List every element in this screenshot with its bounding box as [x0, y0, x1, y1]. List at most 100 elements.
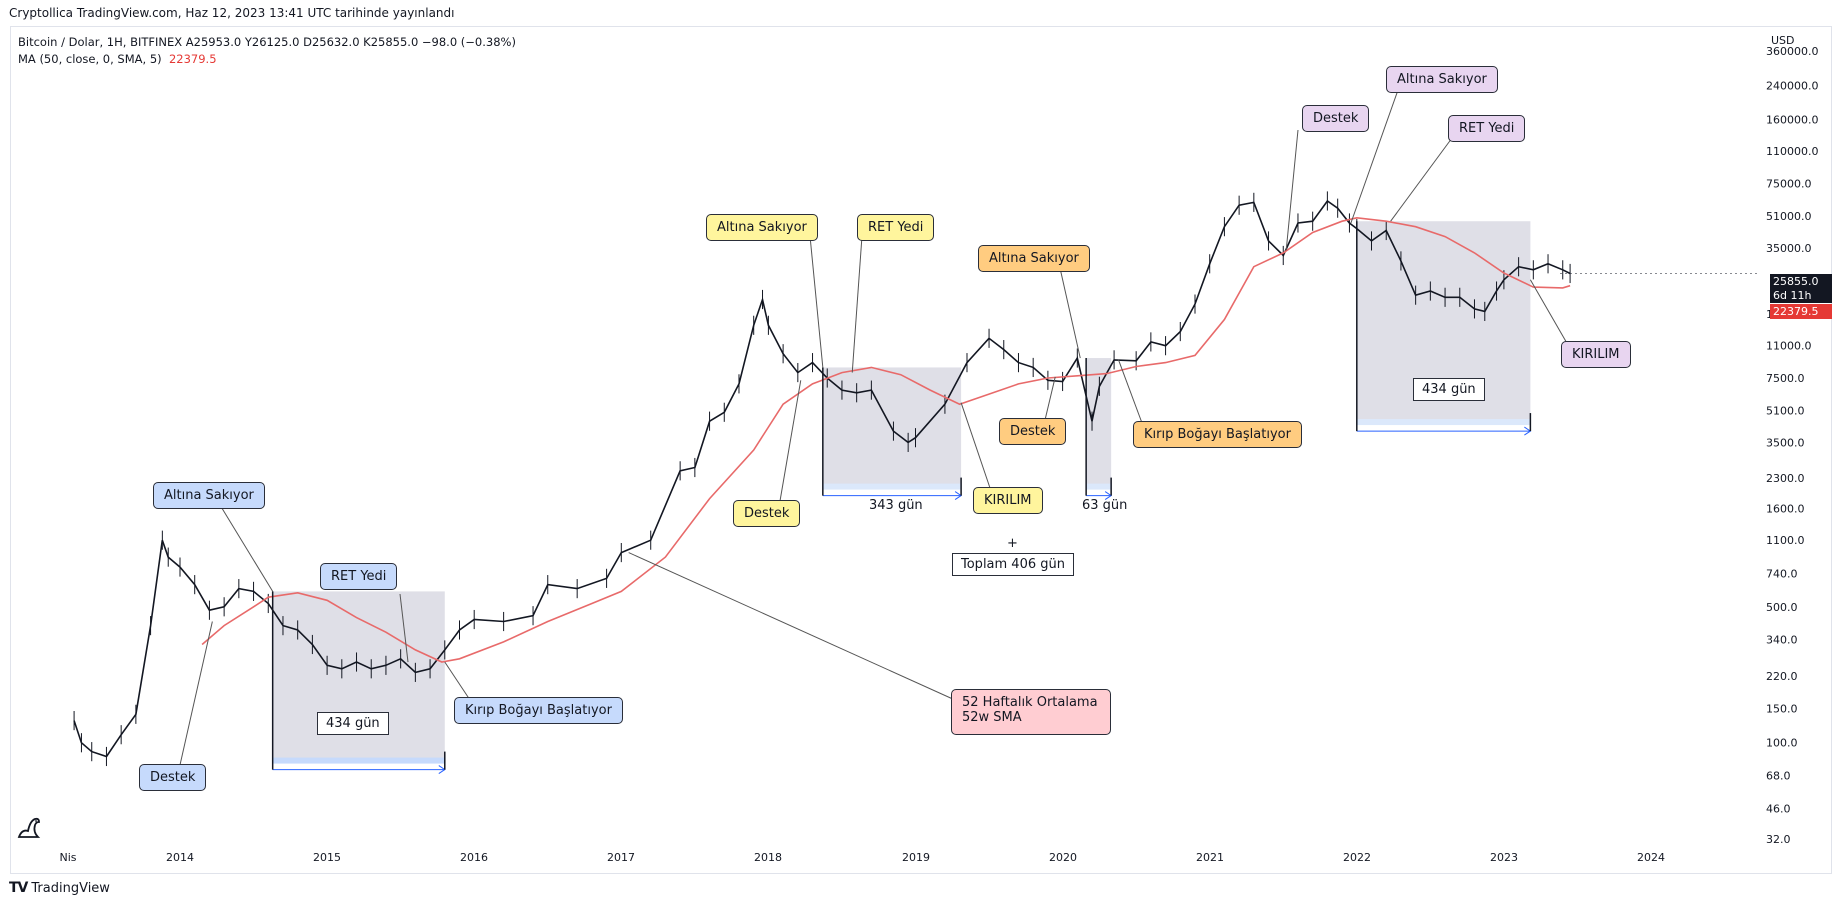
p2-days-label: 343 gün	[869, 498, 923, 513]
p2-ret-callout[interactable]: RET Yedi	[857, 214, 935, 241]
callout-pointer	[960, 402, 991, 489]
bear-zone-underline	[822, 483, 962, 490]
callout-pointer	[809, 235, 824, 368]
measure-arrow	[438, 765, 446, 775]
p1-days-label: 434 gün	[317, 712, 389, 735]
tradingview-brand: TradingView	[31, 880, 110, 896]
bear-zone-underline	[1356, 419, 1531, 426]
plus-sign: +	[1007, 536, 1018, 551]
p2-support-callout[interactable]: Destek	[733, 500, 801, 527]
chart-legend: Bitcoin / Dolar, 1H, BITFINEX A25953.0 Y…	[18, 34, 516, 68]
callout-pointer	[399, 593, 409, 663]
x-tick-label: 2022	[1343, 851, 1371, 864]
p2-top-callout[interactable]: Altına Sakıyor	[706, 214, 818, 241]
y-tick-label: 150.0	[1766, 702, 1798, 715]
total-days-label: Toplam 406 gün	[952, 553, 1074, 576]
currency-label: USD	[1771, 34, 1795, 47]
y-tick-label: 51000.0	[1766, 210, 1812, 223]
y-tick-label: 46.0	[1766, 802, 1791, 815]
y-tick-label: 35000.0	[1766, 242, 1812, 255]
callout-pointer	[179, 621, 213, 766]
tv-dino-icon[interactable]	[16, 815, 42, 841]
sma-callout[interactable]: 52 Haftalık Ortalama 52w SMA	[951, 689, 1111, 735]
p4-days-label: 434 gün	[1413, 378, 1485, 401]
ma-legend: MA (50, close, 0, SMA, 5) 22379.5	[18, 51, 516, 68]
sma-callout-line1: 52 Haftalık Ortalama	[962, 695, 1098, 710]
publish-info: Cryptollica TradingView.com, Haz 12, 202…	[9, 6, 455, 20]
y-tick-label: 500.0	[1766, 601, 1798, 614]
y-tick-label: 1100.0	[1766, 534, 1805, 547]
p3-support-callout[interactable]: Destek	[999, 418, 1067, 445]
callout-pointer	[851, 235, 863, 373]
y-tick-label: 110000.0	[1766, 145, 1819, 158]
y-tick-label: 160000.0	[1766, 114, 1819, 127]
p1-support-callout[interactable]: Destek	[139, 764, 207, 791]
y-tick-label: 2300.0	[1766, 472, 1805, 485]
p3-days-label: 63 gün	[1082, 498, 1128, 513]
measure-arrow	[954, 491, 963, 501]
price-line	[73, 199, 1571, 758]
tradingview-logo-icon: TV	[9, 880, 28, 896]
y-tick-label: 32.0	[1766, 833, 1791, 846]
y-tick-label: 3500.0	[1766, 436, 1805, 449]
ma-legend-value: 22379.5	[168, 52, 217, 66]
footer-brand[interactable]: TV TradingView	[9, 880, 110, 896]
x-tick-label: 2014	[166, 851, 194, 864]
y-tick-label: 75000.0	[1766, 178, 1812, 191]
y-tick-label: 100.0	[1766, 737, 1798, 750]
p1-ret-callout[interactable]: RET Yedi	[320, 563, 398, 590]
p4-support-callout[interactable]: Destek	[1302, 105, 1370, 132]
y-tick-label: 68.0	[1766, 769, 1791, 782]
x-tick-label: 2016	[460, 851, 488, 864]
countdown-tag: 6d 11h	[1770, 288, 1832, 303]
p1-top-callout[interactable]: Altına Sakıyor	[153, 482, 265, 509]
y-tick-label: 1600.0	[1766, 503, 1805, 516]
bear-zone-underline	[272, 757, 445, 764]
callout-pointer	[444, 661, 471, 701]
y-tick-label: 360000.0	[1766, 45, 1819, 58]
measure-arrow	[1104, 491, 1113, 501]
callout-pointer	[779, 380, 802, 502]
p1-break-callout[interactable]: Kırıp Boğayı Başlatıyor	[454, 697, 623, 724]
ma-price-tag: 22379.5	[1770, 304, 1832, 319]
callout-pointer	[1059, 267, 1081, 359]
p4-top-callout[interactable]: Altına Sakıyor	[1386, 66, 1498, 93]
sma-callout-line2: 52w SMA	[962, 710, 1022, 725]
y-tick-label: 220.0	[1766, 670, 1798, 683]
bear-zone-underline	[1086, 483, 1112, 490]
x-tick-label: 2021	[1196, 851, 1224, 864]
p4-ret-callout[interactable]: RET Yedi	[1448, 115, 1526, 142]
bear-zone-shade	[1086, 358, 1112, 488]
x-tick-label: 2024	[1637, 851, 1665, 864]
p4-break-callout[interactable]: KIRILIM	[1561, 341, 1631, 368]
callout-pointer	[1285, 129, 1299, 251]
y-tick-label: 7500.0	[1766, 372, 1805, 385]
x-tick-label: 2015	[313, 851, 341, 864]
p3-top-callout[interactable]: Altına Sakıyor	[978, 245, 1090, 272]
callout-pointer	[1118, 359, 1143, 424]
x-tick-label: 2023	[1490, 851, 1518, 864]
callout-pointer	[628, 552, 956, 701]
x-tick-label: 2018	[754, 851, 782, 864]
y-tick-label: 5100.0	[1766, 405, 1805, 418]
callout-pointer	[1044, 376, 1056, 421]
callout-pointer	[1529, 279, 1569, 346]
symbol-info: Bitcoin / Dolar, 1H, BITFINEX A25953.0 Y…	[18, 35, 516, 49]
x-tick-label: Nis	[59, 851, 76, 864]
x-tick-label: 2020	[1049, 851, 1077, 864]
callout-pointer	[1390, 137, 1453, 222]
y-tick-label: 340.0	[1766, 633, 1798, 646]
callout-pointer	[219, 504, 274, 592]
y-tick-label: 11000.0	[1766, 340, 1812, 353]
ma-label: MA (50, close, 0, SMA, 5)	[18, 52, 162, 66]
chart-frame	[10, 26, 1832, 874]
x-tick-label: 2019	[902, 851, 930, 864]
y-tick-label: 740.0	[1766, 568, 1798, 581]
y-tick-label: 240000.0	[1766, 79, 1819, 92]
bear-zone-shade	[272, 591, 445, 762]
callout-pointer	[1350, 89, 1399, 224]
p2-break-callout[interactable]: KIRILIM	[973, 487, 1043, 514]
p3-break-callout[interactable]: Kırıp Boğayı Başlatıyor	[1133, 421, 1302, 448]
last-price-tag: 25855.0	[1770, 274, 1832, 289]
